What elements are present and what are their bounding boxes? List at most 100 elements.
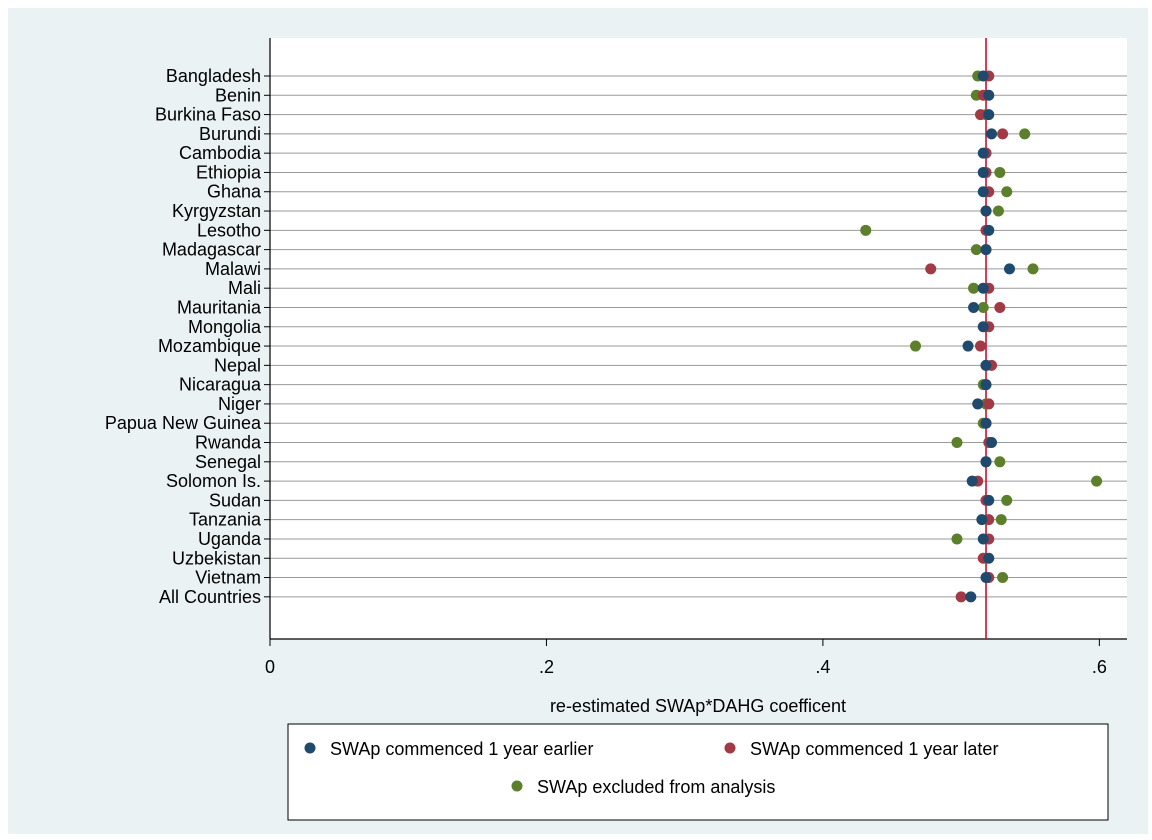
data-point — [977, 186, 989, 198]
y-tick-label: Mali — [228, 278, 261, 298]
y-tick-label: Bangladesh — [166, 66, 261, 86]
data-point — [972, 398, 984, 410]
y-tick-label: Papua New Guinea — [105, 413, 262, 433]
x-tick-label: 0 — [265, 657, 275, 677]
data-point — [983, 89, 995, 101]
data-point — [962, 340, 974, 352]
data-point — [983, 109, 995, 121]
data-point — [974, 109, 986, 121]
x-tick-labels: 0 .2 .4 .6 — [265, 639, 1107, 677]
data-point — [994, 301, 1006, 313]
y-tick-label: Benin — [215, 85, 261, 105]
chart-figure: Bangladesh Benin Burkina Faso Burundi Cambod… — [8, 8, 1148, 834]
data-point — [977, 70, 989, 82]
y-tick-label: Senegal — [195, 452, 261, 472]
legend: SWAp commenced 1 year earlier SWAp commen… — [287, 723, 1109, 821]
legend-frame — [287, 723, 1109, 821]
data-point — [1091, 475, 1103, 487]
data-point — [983, 224, 995, 236]
data-point — [1001, 186, 1013, 198]
data-point — [977, 282, 989, 294]
data-point — [1019, 128, 1031, 140]
data-point — [983, 398, 995, 410]
data-point — [983, 494, 995, 506]
data-point — [980, 417, 992, 429]
y-tick-label: Nepal — [214, 355, 261, 375]
data-point — [980, 456, 992, 468]
y-tick-label: Mongolia — [188, 317, 262, 337]
data-point — [995, 514, 1007, 526]
data-point — [925, 263, 937, 275]
data-point — [994, 456, 1006, 468]
y-tick-label: Ethiopia — [196, 162, 262, 182]
legend-marker — [511, 780, 523, 792]
y-tick-label: Kyrgyzstan — [172, 201, 261, 221]
data-point — [983, 552, 995, 564]
data-point — [951, 437, 963, 449]
data-point — [970, 244, 982, 256]
y-tick-label: Cambodia — [179, 143, 262, 163]
y-tick-label: All Countries — [159, 587, 261, 607]
legend-items: SWAp commenced 1 year earlier SWAp commen… — [304, 739, 998, 797]
y-tick-label: Burkina Faso — [155, 105, 261, 125]
data-point — [977, 533, 989, 545]
data-point — [986, 128, 998, 140]
x-tick-label: .4 — [815, 657, 830, 677]
y-tick-label: Nicaragua — [179, 375, 262, 395]
data-point — [965, 591, 977, 603]
data-point — [860, 224, 872, 236]
data-point — [997, 128, 1009, 140]
y-tick-label: Mauritania — [177, 297, 262, 317]
data-point — [980, 359, 992, 371]
data-point — [1027, 263, 1039, 275]
data-point — [951, 533, 963, 545]
data-point — [977, 147, 989, 159]
y-tick-label: Vietnam — [195, 568, 261, 588]
y-tick-label: Solomon Is. — [166, 471, 261, 491]
y-tick-label: Madagascar — [162, 240, 261, 260]
data-point — [977, 301, 989, 313]
data-point — [980, 205, 992, 217]
y-tick-label: Uzbekistan — [172, 548, 261, 568]
y-tick-label: Tanzania — [189, 510, 262, 530]
legend-marker — [304, 742, 316, 754]
y-tick-label: Malawi — [205, 259, 261, 279]
y-tick-label: Uganda — [198, 529, 262, 549]
x-axis-title: re-estimated SWAp*DAHG coefficent — [550, 696, 846, 716]
data-point — [968, 282, 980, 294]
y-tick-label: Lesotho — [197, 220, 261, 240]
data-point — [1004, 263, 1016, 275]
data-point — [966, 475, 978, 487]
x-tick-label: .6 — [1092, 657, 1107, 677]
data-points — [860, 70, 1103, 603]
data-point — [992, 205, 1004, 217]
y-tick-label: Ghana — [207, 182, 262, 202]
y-tick-label: Burundi — [199, 124, 261, 144]
y-tick-label: Mozambique — [158, 336, 261, 356]
data-point — [994, 166, 1006, 178]
x-tick-label: .2 — [539, 657, 554, 677]
legend-label: SWAp commenced 1 year earlier — [330, 739, 593, 759]
y-tick-label: Rwanda — [195, 433, 262, 453]
data-point — [986, 437, 998, 449]
data-point — [974, 340, 986, 352]
data-point — [980, 379, 992, 391]
data-point — [910, 340, 922, 352]
data-point — [977, 166, 989, 178]
data-point — [980, 244, 992, 256]
legend-label: SWAp commenced 1 year later — [750, 739, 998, 759]
data-point — [955, 591, 967, 603]
data-point — [980, 572, 992, 584]
y-tick-label: Sudan — [209, 490, 261, 510]
legend-label: SWAp excluded from analysis — [537, 777, 775, 797]
data-point — [977, 321, 989, 333]
data-point — [976, 514, 988, 526]
legend-marker — [724, 742, 736, 754]
data-point — [997, 572, 1009, 584]
data-point — [1001, 494, 1013, 506]
y-tick-label: Niger — [218, 394, 261, 414]
plot-area — [270, 38, 1127, 639]
data-point — [968, 301, 980, 313]
